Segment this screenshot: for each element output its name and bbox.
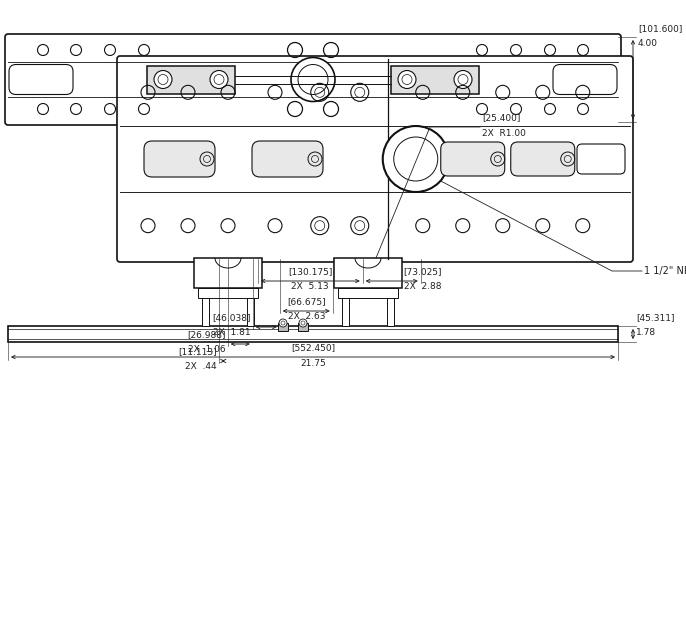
Bar [338, 288, 398, 298]
Text: 4.00: 4.00 [638, 39, 658, 48]
Text: 2X  5.13: 2X 5.13 [292, 282, 329, 291]
Circle shape [154, 71, 172, 89]
Bar [387, 298, 394, 326]
Text: [25.400]: [25.400] [482, 113, 521, 122]
Text: [73.025]: [73.025] [404, 267, 442, 276]
Circle shape [281, 321, 285, 325]
Bar [198, 288, 258, 298]
Bar [342, 298, 349, 326]
FancyBboxPatch shape [252, 141, 323, 177]
FancyBboxPatch shape [117, 56, 633, 262]
FancyBboxPatch shape [5, 34, 621, 125]
Bar [278, 323, 288, 331]
Text: [26.988]: [26.988] [187, 330, 226, 339]
Circle shape [402, 75, 412, 85]
Circle shape [291, 57, 335, 101]
Circle shape [214, 75, 224, 85]
Text: [46.038]: [46.038] [212, 313, 251, 322]
Text: [101.600]: [101.600] [638, 24, 683, 33]
Circle shape [210, 71, 228, 89]
Text: 2X  2.88: 2X 2.88 [404, 282, 441, 291]
FancyBboxPatch shape [144, 141, 215, 177]
Bar [334, 258, 402, 288]
Text: [45.311]: [45.311] [636, 313, 674, 322]
Circle shape [299, 319, 307, 327]
Circle shape [158, 75, 168, 85]
Text: 2X  .44: 2X .44 [185, 362, 217, 371]
Bar [298, 323, 308, 331]
Text: 1.78: 1.78 [636, 328, 656, 337]
Text: [66.675]: [66.675] [287, 297, 326, 306]
Bar [202, 298, 209, 326]
FancyBboxPatch shape [440, 142, 505, 176]
Bar [391, 66, 479, 94]
Circle shape [279, 319, 287, 327]
Text: 2X  1.06: 2X 1.06 [188, 345, 226, 354]
Bar [8, 326, 618, 342]
Text: 2X  R1.00: 2X R1.00 [482, 129, 526, 138]
Text: 1 1/2" NPS: 1 1/2" NPS [644, 266, 686, 276]
Circle shape [398, 71, 416, 89]
Bar [147, 66, 235, 94]
Text: 2X  2.63: 2X 2.63 [287, 312, 325, 321]
Circle shape [454, 71, 472, 89]
Bar [194, 258, 262, 288]
Text: 21.75: 21.75 [300, 359, 326, 368]
Text: [552.450]: [552.450] [291, 343, 335, 352]
Bar [247, 298, 254, 326]
FancyBboxPatch shape [511, 142, 575, 176]
Circle shape [458, 75, 468, 85]
Text: 2X  1.81: 2X 1.81 [213, 328, 251, 337]
FancyBboxPatch shape [9, 64, 73, 94]
Circle shape [301, 321, 305, 325]
Text: [11.113]: [11.113] [178, 347, 217, 356]
FancyBboxPatch shape [553, 64, 617, 94]
Circle shape [383, 126, 449, 192]
Text: [130.175]: [130.175] [288, 267, 333, 276]
FancyBboxPatch shape [577, 144, 625, 174]
